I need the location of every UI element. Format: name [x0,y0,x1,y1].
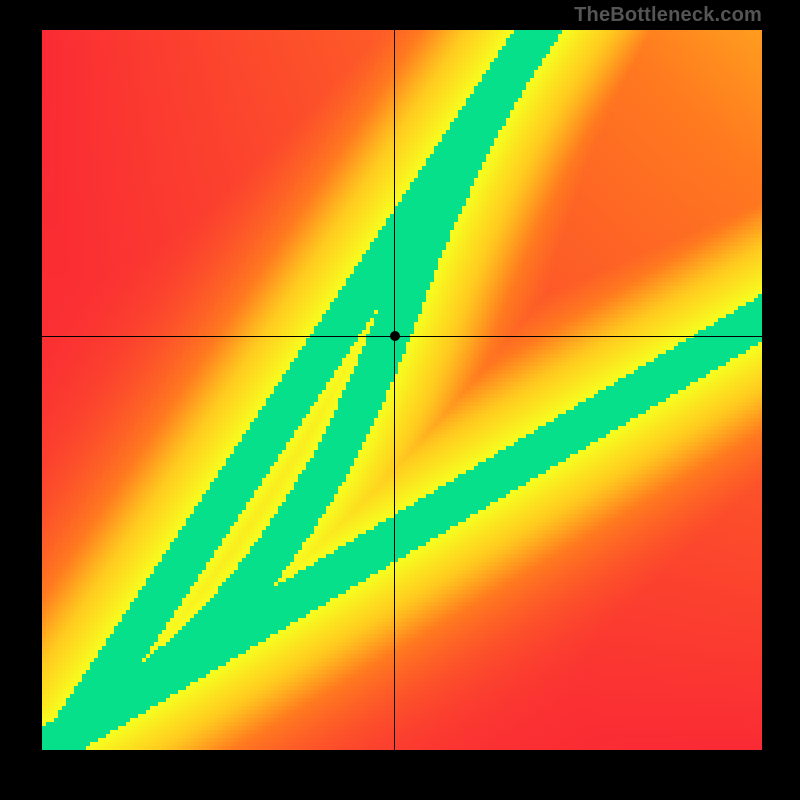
plot-area [42,30,762,750]
crosshair-vertical [394,30,395,750]
crosshair-marker [390,331,400,341]
chart-container: TheBottleneck.com [0,0,800,800]
watermark-text: TheBottleneck.com [574,4,762,27]
heatmap-canvas [42,30,762,750]
crosshair-horizontal [42,336,762,337]
